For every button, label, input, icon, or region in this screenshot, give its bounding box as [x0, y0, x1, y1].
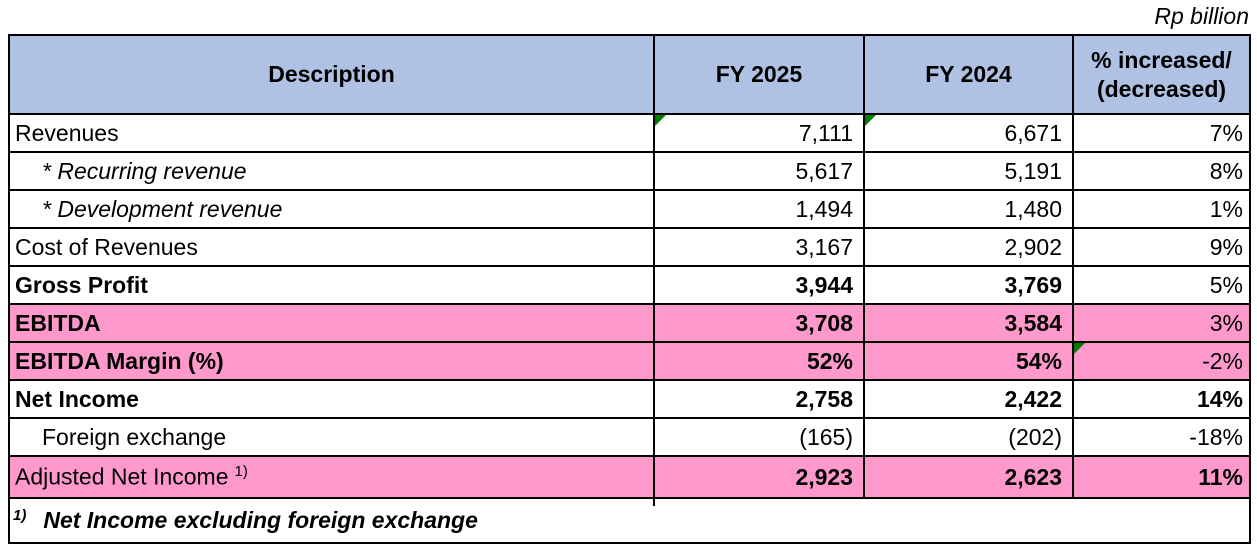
cell-ebitda-fy2024: 3,584 — [863, 303, 1074, 343]
header-fy2025: FY 2025 — [653, 34, 865, 115]
table-row-ebitda: EBITDA 3,708 3,584 3% — [8, 303, 1251, 343]
cell-value: 6,671 — [1004, 119, 1062, 146]
cell-revenues-fy2025: 7,111 — [653, 113, 865, 153]
gridline-stub — [653, 500, 655, 506]
cell-value: 7,111 — [798, 119, 853, 146]
cell-adjusted-fy2024: 2,623 — [863, 455, 1074, 499]
cell-cost-fy2024: 2,902 — [863, 227, 1074, 267]
table-row-development-revenue: * Development revenue 1,494 1,480 1% — [8, 189, 1251, 229]
cell-net-income-fy2025: 2,758 — [653, 379, 865, 419]
footnote-text: Net Income excluding foreign exchange — [43, 507, 478, 534]
footnote-marker: 1) — [13, 506, 27, 524]
cell-cost-pct: 9% — [1072, 227, 1251, 267]
cell-gross-profit-fy2025: 3,944 — [653, 265, 865, 305]
cell-adjusted-pct: 11% — [1072, 455, 1251, 499]
cell-recurring-fy2025: 5,617 — [653, 151, 865, 191]
cell-development-label: * Development revenue — [8, 189, 655, 229]
cell-gross-profit-label: Gross Profit — [8, 265, 655, 305]
cell-forex-fy2025: (165) — [653, 417, 865, 457]
cell-ebitda-margin-fy2024: 54% — [863, 341, 1074, 381]
cell-recurring-fy2024: 5,191 — [863, 151, 1074, 191]
footnote-ref: 1) — [234, 463, 248, 481]
comment-flag-icon — [656, 116, 666, 126]
cell-net-income-pct: 14% — [1072, 379, 1251, 419]
cell-net-income-label: Net Income — [8, 379, 655, 419]
comment-flag-icon — [866, 116, 876, 126]
cell-ebitda-label: EBITDA — [8, 303, 655, 343]
table-row-gross-profit: Gross Profit 3,944 3,769 5% — [8, 265, 1251, 305]
cell-development-pct: 1% — [1072, 189, 1251, 229]
cell-value: Adjusted Net Income — [15, 463, 229, 490]
table-row-net-income: Net Income 2,758 2,422 14% — [8, 379, 1251, 419]
cell-recurring-pct: 8% — [1072, 151, 1251, 191]
header-pct-change: % increased/ (decreased) — [1072, 34, 1251, 115]
table-row-ebitda-margin: EBITDA Margin (%) 52% 54% -2% — [8, 341, 1251, 381]
cell-gross-profit-fy2024: 3,769 — [863, 265, 1074, 305]
cell-ebitda-margin-pct: -2% — [1072, 341, 1251, 381]
unit-label: Rp billion — [1154, 3, 1249, 29]
header-pct-line2: (decreased) — [1096, 75, 1227, 102]
cell-ebitda-margin-label: EBITDA Margin (%) — [8, 341, 655, 381]
cell-development-fy2025: 1,494 — [653, 189, 865, 229]
header-row: Description FY 2025 FY 2024 % increased/… — [8, 34, 1251, 115]
table-row-foreign-exchange: Foreign exchange (165) (202) -18% — [8, 417, 1251, 457]
cell-forex-fy2024: (202) — [863, 417, 1074, 457]
cell-net-income-fy2024: 2,422 — [863, 379, 1074, 419]
footnote: 1) Net Income excluding foreign exchange — [8, 497, 1251, 544]
cell-adjusted-fy2025: 2,923 — [653, 455, 865, 499]
cell-recurring-label: * Recurring revenue — [8, 151, 655, 191]
header-description: Description — [8, 34, 655, 115]
cell-cost-fy2025: 3,167 — [653, 227, 865, 267]
table-row-adjusted-net-income: Adjusted Net Income 1) 2,923 2,623 11% — [8, 455, 1251, 499]
cell-forex-label: Foreign exchange — [8, 417, 655, 457]
cell-cost-label: Cost of Revenues — [8, 227, 655, 267]
cell-ebitda-margin-fy2025: 52% — [653, 341, 865, 381]
table-row-revenues: Revenues 7,111 6,671 7% — [8, 113, 1251, 153]
cell-forex-pct: -18% — [1072, 417, 1251, 457]
cell-ebitda-fy2025: 3,708 — [653, 303, 865, 343]
cell-ebitda-pct: 3% — [1072, 303, 1251, 343]
header-pct-line1: % increased/ — [1091, 46, 1232, 73]
comment-flag-icon — [1075, 344, 1085, 354]
footnote-row: 1) Net Income excluding foreign exchange — [8, 497, 1251, 544]
cell-revenues-fy2024: 6,671 — [863, 113, 1074, 153]
financial-summary-table: Description FY 2025 FY 2024 % increased/… — [8, 34, 1251, 544]
table-row-recurring-revenue: * Recurring revenue 5,617 5,191 8% — [8, 151, 1251, 191]
header-fy2024: FY 2024 — [863, 34, 1074, 115]
table-row-cost-of-revenues: Cost of Revenues 3,167 2,902 9% — [8, 227, 1251, 267]
cell-revenues-label: Revenues — [8, 113, 655, 153]
cell-development-fy2024: 1,480 — [863, 189, 1074, 229]
cell-value: -2% — [1202, 347, 1243, 374]
cell-gross-profit-pct: 5% — [1072, 265, 1251, 305]
cell-revenues-pct: 7% — [1072, 113, 1251, 153]
cell-adjusted-label: Adjusted Net Income 1) — [8, 455, 655, 499]
